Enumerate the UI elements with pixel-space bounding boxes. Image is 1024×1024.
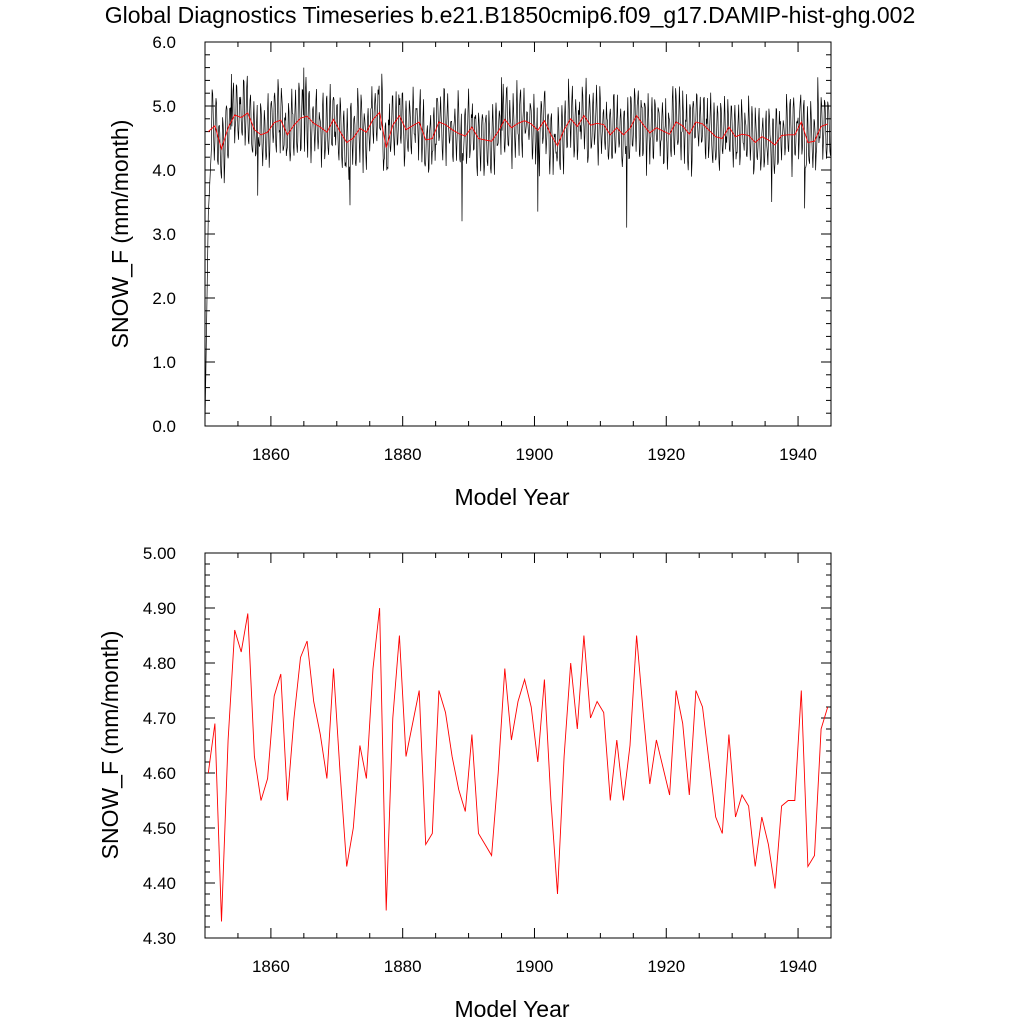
top-y-axis-label: SNOW_F (mm/month) xyxy=(107,120,133,349)
top-series xyxy=(204,67,832,427)
top-y-tick-label: 1.0 xyxy=(152,353,176,372)
top-x-ticks: 1860 1880 1900 1920 1940 xyxy=(204,42,832,464)
bottom-series xyxy=(207,607,829,922)
top-x-tick-label: 1940 xyxy=(779,445,817,464)
bottom-y-tick-label: 4.90 xyxy=(143,599,176,618)
bottom-y-tick-label: 4.30 xyxy=(143,929,176,948)
bottom-y-tick-label: 4.60 xyxy=(143,764,176,783)
bottom-x-tick-label: 1900 xyxy=(516,957,554,976)
top-annual-mean-line xyxy=(208,111,828,151)
bottom-y-tick-label: 4.40 xyxy=(143,874,176,893)
top-monthly-line xyxy=(204,67,832,427)
top-y-tick-label: 0.0 xyxy=(152,417,176,436)
top-x-tick-label: 1880 xyxy=(384,445,422,464)
top-panel: 1860 1880 1900 1920 1940 0.0 1.0 2.0 3.0 4.0 5.0 6… xyxy=(107,33,832,510)
bottom-y-tick-label: 5.00 xyxy=(143,544,176,563)
bottom-y-axis-label: SNOW_F (mm/month) xyxy=(97,631,123,860)
bottom-x-tick-label: 1940 xyxy=(779,957,817,976)
bottom-annual-mean-line xyxy=(207,607,829,922)
top-plot-frame xyxy=(204,41,832,427)
top-y-tick-label: 5.0 xyxy=(152,97,176,116)
bottom-y-tick-label: 4.80 xyxy=(143,654,176,673)
figure-title: Global Diagnostics Timeseries b.e21.B185… xyxy=(105,2,916,28)
top-y-tick-label: 3.0 xyxy=(152,225,176,244)
top-y-tick-label: 2.0 xyxy=(152,289,176,308)
bottom-panel: 1860 1880 1900 1920 1940 4.30 4.40 4.50 4.60 4.7… xyxy=(97,544,832,1022)
bottom-plot-frame xyxy=(204,552,832,939)
top-y-ticks: 0.0 1.0 2.0 3.0 4.0 5.0 6.0 xyxy=(152,33,831,436)
top-x-tick-label: 1860 xyxy=(252,445,290,464)
top-x-axis-label: Model Year xyxy=(454,484,569,510)
top-x-tick-label: 1900 xyxy=(516,445,554,464)
bottom-y-ticks: 4.30 4.40 4.50 4.60 4.70 4.80 4.90 5.00 xyxy=(143,544,831,948)
bottom-x-tick-label: 1880 xyxy=(384,957,422,976)
bottom-y-tick-label: 4.70 xyxy=(143,709,176,728)
bottom-y-tick-label: 4.50 xyxy=(143,819,176,838)
bottom-x-tick-label: 1860 xyxy=(252,957,290,976)
top-y-tick-label: 4.0 xyxy=(152,161,176,180)
bottom-x-ticks: 1860 1880 1900 1920 1940 xyxy=(204,553,832,976)
top-x-tick-label: 1920 xyxy=(647,445,685,464)
top-y-tick-label: 6.0 xyxy=(152,33,176,52)
bottom-x-axis-label: Model Year xyxy=(454,996,569,1022)
bottom-x-tick-label: 1920 xyxy=(647,957,685,976)
